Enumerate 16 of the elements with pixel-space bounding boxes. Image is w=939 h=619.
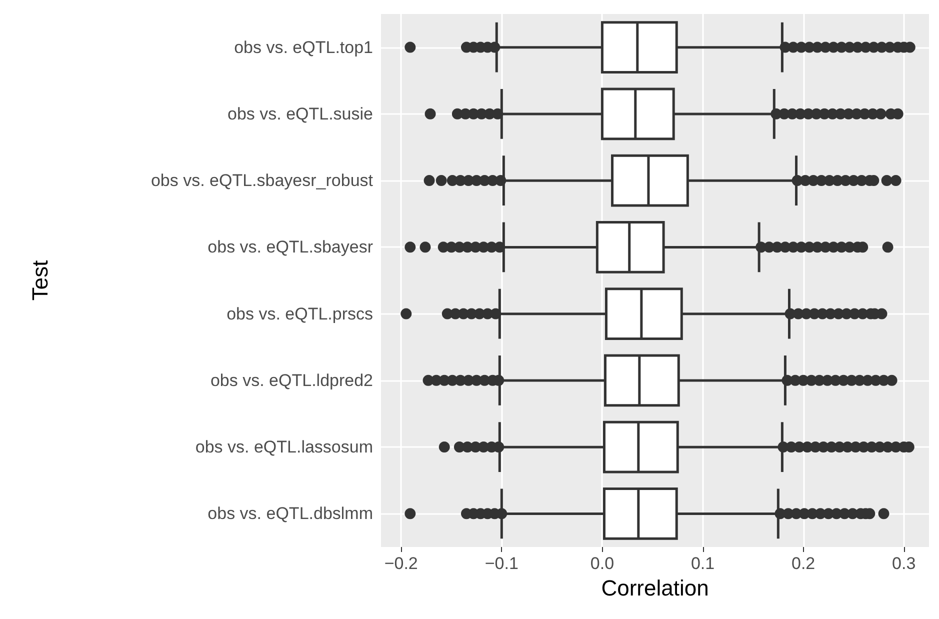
y-tick-label: obs vs. eQTL.lassosum	[195, 438, 373, 457]
x-axis-title: Correlation	[601, 576, 709, 600]
x-tick-label: 0.3	[892, 554, 916, 573]
y-tick-label: obs vs. eQTL.prscs	[226, 304, 373, 324]
y-tick-label: obs vs. eQTL.sbayesr	[208, 238, 374, 257]
y-tick-label: obs vs. eQTL.sbayesr_robust	[150, 171, 374, 190]
y-tick-label: obs vs. eQTL.susie	[227, 104, 373, 124]
y-tick-label: obs vs. eQTL.ldpred2	[210, 370, 373, 390]
x-tick-label: 0.0	[590, 554, 614, 573]
x-tick-label: −0.1	[484, 554, 518, 573]
x-tick-label: −0.2	[384, 554, 418, 573]
y-tick-label: obs vs. eQTL.top1	[234, 38, 373, 57]
x-tick-label: 0.2	[791, 554, 816, 573]
y-tick-label: obs vs. eQTL.dbslmm	[208, 504, 373, 524]
y-axis-title: Test	[28, 260, 52, 301]
x-tick-label: 0.1	[690, 554, 715, 573]
